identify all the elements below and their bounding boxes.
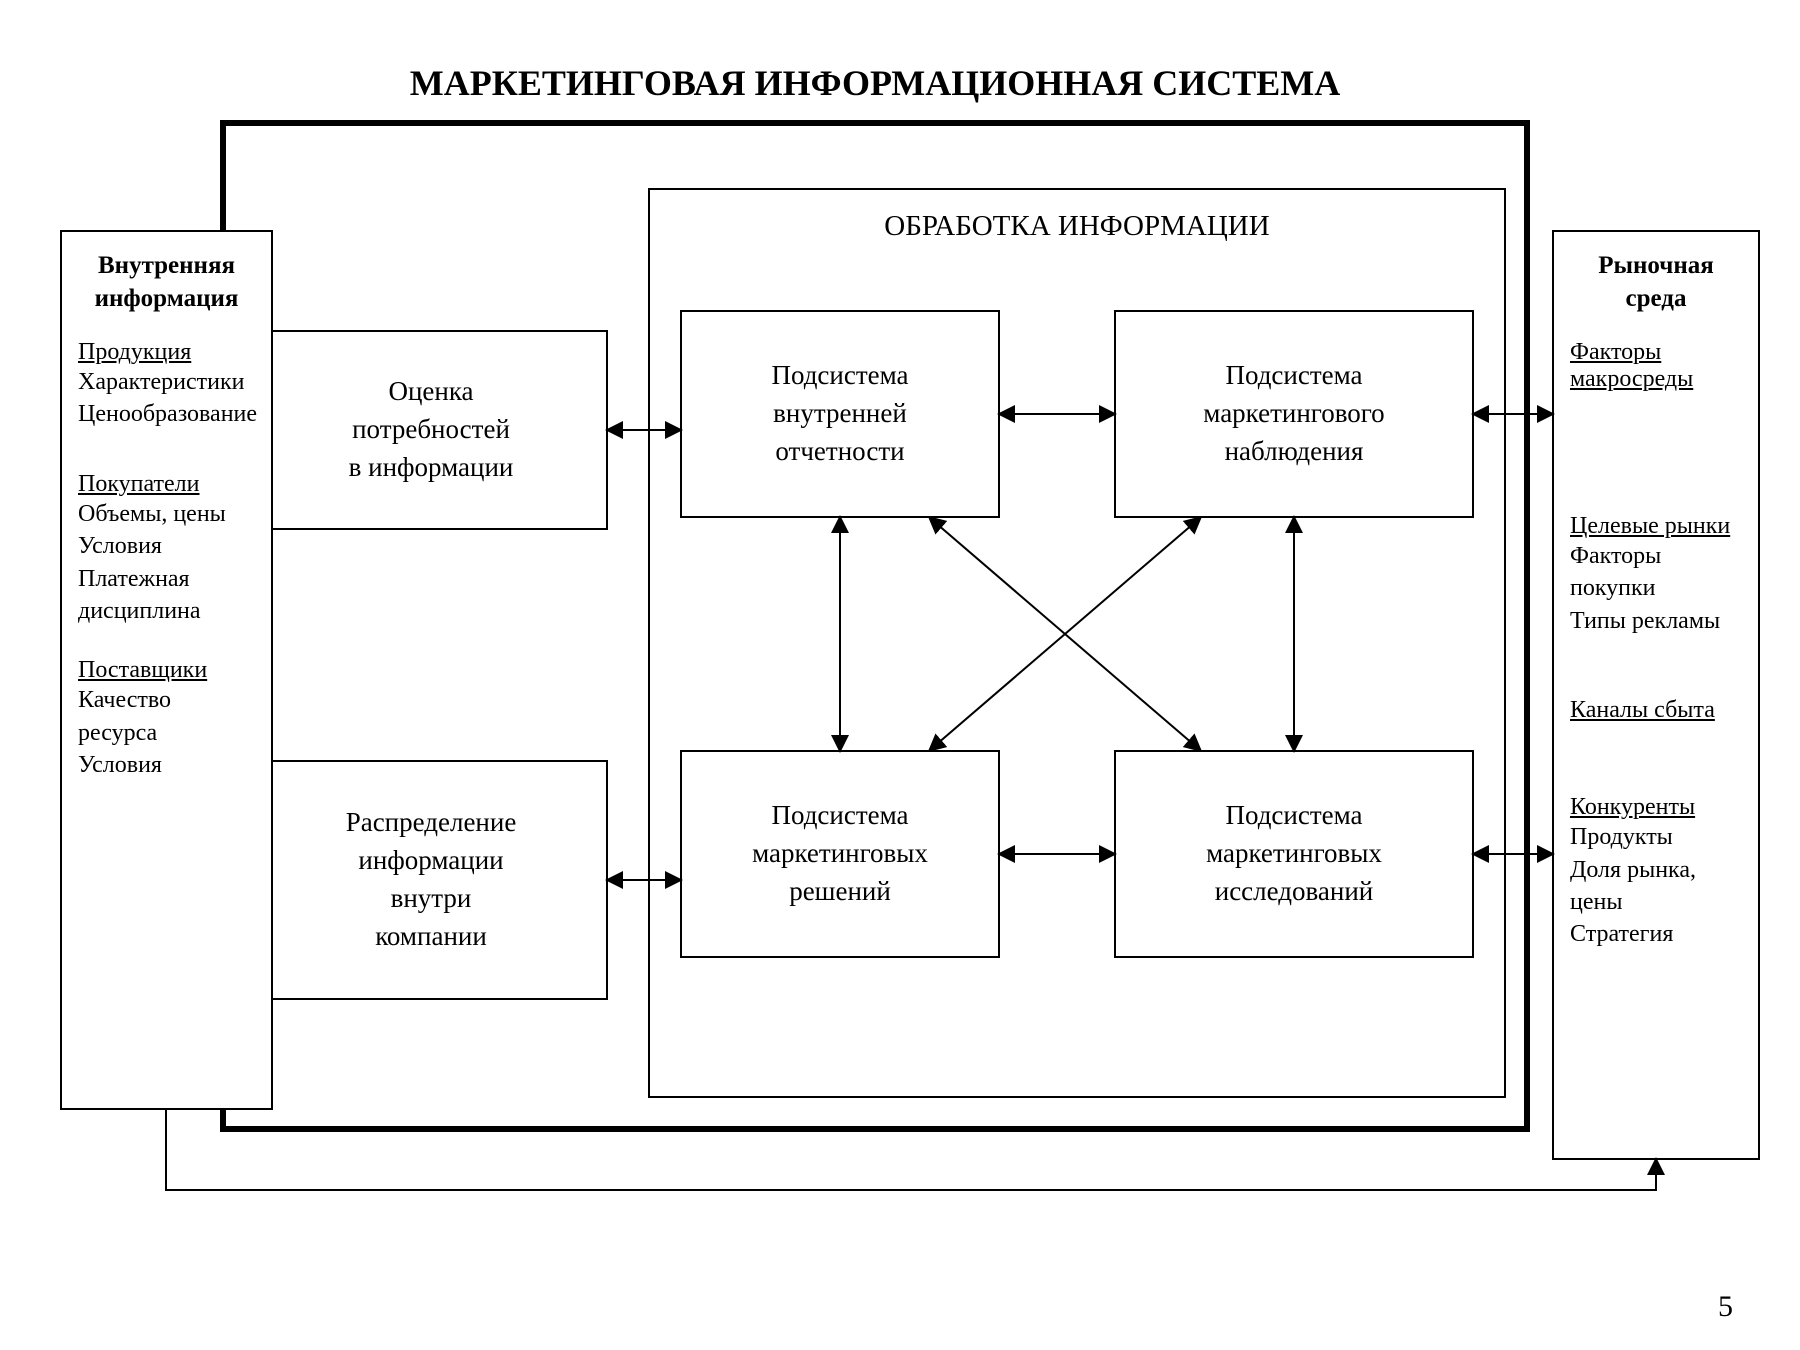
box-line: компании — [375, 918, 487, 956]
group-item: дисциплина — [78, 595, 255, 627]
box-line: исследований — [1215, 873, 1373, 911]
group-item: Продукты — [1570, 821, 1742, 853]
box-line: потребностей — [352, 411, 510, 449]
group-item: Характеристики — [78, 366, 255, 398]
group-title: Поставщики — [78, 657, 255, 684]
box-line: Подсистема — [771, 797, 908, 835]
box-line: Оценка — [388, 373, 473, 411]
box-line: наблюдения — [1225, 433, 1364, 471]
box-line: Подсистема — [771, 357, 908, 395]
box-line: в информации — [349, 449, 514, 487]
group-title: Покупатели — [78, 471, 255, 498]
box-line: отчетности — [775, 433, 904, 471]
right-panel: Рыночная среда Факторы макросреды Целевы… — [1552, 230, 1760, 1160]
group-item: Качество — [78, 684, 255, 716]
box-marketing-observation: Подсистема маркетингового наблюдения — [1114, 310, 1474, 518]
box-line: Подсистема — [1225, 797, 1362, 835]
main-title: МАРКЕТИНГОВАЯ ИНФОРМАЦИОННАЯ СИСТЕМА — [220, 62, 1530, 104]
group-item: Стратегия — [1570, 918, 1742, 950]
box-line: внутренней — [773, 395, 907, 433]
group-item: Условия — [78, 749, 255, 781]
box-line: решений — [789, 873, 891, 911]
group-title: Конкуренты — [1570, 794, 1742, 821]
group-item: Доля рынка, цены — [1570, 854, 1742, 919]
group-item: Факторы покупки — [1570, 540, 1742, 605]
panel-title-line: Внутренняя — [98, 252, 235, 279]
inner-title: ОБРАБОТКА ИНФОРМАЦИИ — [648, 210, 1506, 243]
box-line: маркетингового — [1203, 395, 1384, 433]
group-title: Каналы сбыта — [1570, 697, 1742, 724]
page-number: 5 — [1718, 1290, 1733, 1324]
box-needs: Оценка потребностей в информации — [254, 330, 608, 530]
group-title: Целевые рынки — [1570, 513, 1742, 540]
group-item: Объемы, цены — [78, 498, 255, 530]
box-line: информации — [358, 842, 503, 880]
diagram-canvas: МАРКЕТИНГОВАЯ ИНФОРМАЦИОННАЯ СИСТЕМА ОБР… — [0, 0, 1800, 1350]
group-item: Ценообразование — [78, 398, 255, 430]
box-marketing-research: Подсистема маркетинговых исследований — [1114, 750, 1474, 958]
left-panel: Внутренняя информация Продукция Характер… — [60, 230, 273, 1110]
group-title: Продукция — [78, 339, 255, 366]
group-item: Условия — [78, 530, 255, 562]
box-line: внутри — [391, 880, 472, 918]
right-panel-heading: Рыночная среда — [1570, 250, 1742, 315]
box-distribution: Распределение информации внутри компании — [254, 760, 608, 1000]
box-marketing-decisions: Подсистема маркетинговых решений — [680, 750, 1000, 958]
box-internal-reporting: Подсистема внутренней отчетности — [680, 310, 1000, 518]
box-line: маркетинговых — [1206, 835, 1382, 873]
box-line: Распределение — [346, 804, 517, 842]
panel-title-line: Рыночная — [1598, 252, 1714, 279]
panel-title-line: среда — [1626, 285, 1687, 312]
box-line: Подсистема — [1225, 357, 1362, 395]
panel-title-line: информация — [95, 285, 239, 312]
group-item: ресурса — [78, 717, 255, 749]
group-item: макросреды — [1570, 366, 1742, 393]
group-title: Факторы — [1570, 339, 1742, 366]
group-item: Платежная — [78, 563, 255, 595]
box-line: маркетинговых — [752, 835, 928, 873]
group-item: Типы рекламы — [1570, 605, 1742, 637]
left-panel-heading: Внутренняя информация — [78, 250, 255, 315]
